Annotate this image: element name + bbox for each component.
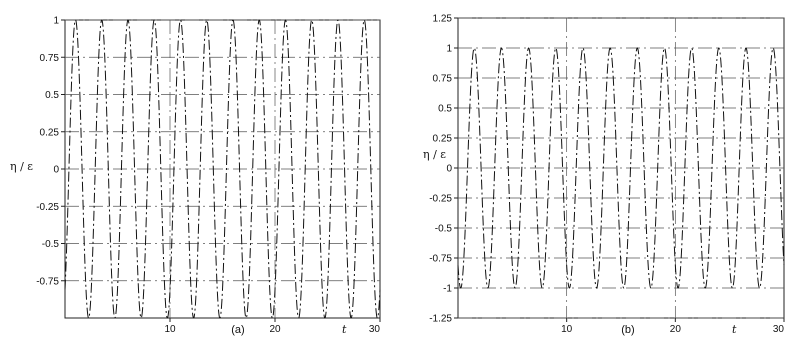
x-tick-label: 20 — [670, 324, 682, 335]
x-axis-label: t — [342, 323, 347, 336]
y-tick-label: 0 — [53, 165, 59, 176]
x-tick-label: 30 — [369, 324, 381, 335]
y-tick-label: 0.75 — [433, 74, 453, 85]
panel-b: -1.25 -1 -0.75 -0.5 -0.25 0 0.25 0.5 0.75 1 1.25 10… — [423, 14, 785, 336]
y-tick-label: 0.25 — [40, 127, 60, 138]
y-tick-label: 1 — [53, 16, 59, 27]
y-tick-label: 0.5 — [438, 104, 452, 115]
x-axis-label: t — [732, 323, 737, 336]
y-tick-label: -0.25 — [429, 194, 452, 205]
x-tick-label: 20 — [269, 324, 281, 335]
y-tick-label: -0.25 — [36, 202, 59, 213]
y-tick-label: 1.25 — [433, 14, 453, 25]
y-axis-label: η / ε — [10, 160, 33, 173]
x-tick-label: 10 — [164, 324, 176, 335]
y-axis-label: η / ε — [423, 148, 446, 161]
y-tick-label: -0.75 — [429, 254, 452, 265]
y-tick-label: 0.75 — [40, 53, 60, 64]
y-tick-label: 0.5 — [45, 90, 59, 101]
y-tick-label: -0.5 — [435, 224, 453, 235]
y-tick-label: -1 — [443, 284, 452, 295]
x-tick-label: 10 — [561, 324, 573, 335]
series-line — [64, 19, 381, 319]
panel-label: (b) — [621, 324, 634, 336]
x-tick-label: 30 — [773, 324, 785, 335]
series-line — [457, 47, 785, 289]
y-tick-label: -0.5 — [42, 239, 60, 250]
y-tick-label: -0.75 — [36, 276, 59, 287]
y-tick-label: -1.25 — [429, 314, 452, 325]
panel-label: (a) — [231, 324, 244, 336]
panel-a: -0.75 -0.5 -0.25 0 0.25 0.5 0.75 1 10 20 30 η / ε t (… — [10, 16, 381, 336]
y-tick-label: 0.25 — [433, 134, 453, 145]
y-tick-label: 0 — [446, 164, 452, 175]
y-tick-label: 1 — [446, 44, 452, 55]
